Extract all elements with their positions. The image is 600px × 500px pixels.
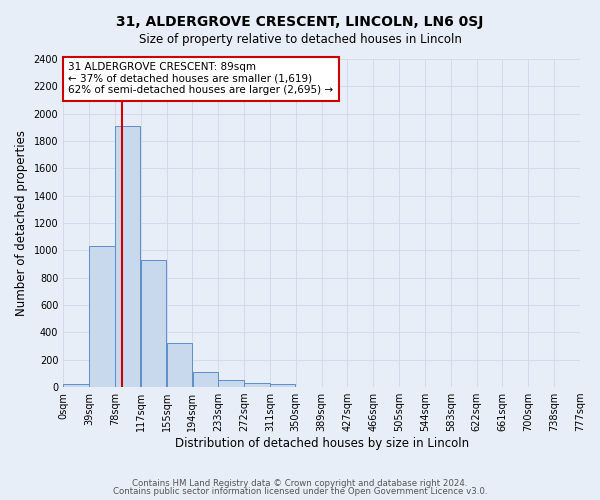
Bar xyxy=(193,372,218,387)
Bar xyxy=(244,383,269,387)
Bar xyxy=(270,384,295,387)
Bar xyxy=(218,380,244,387)
Text: Size of property relative to detached houses in Lincoln: Size of property relative to detached ho… xyxy=(139,32,461,46)
Text: 31 ALDERGROVE CRESCENT: 89sqm
← 37% of detached houses are smaller (1,619)
62% o: 31 ALDERGROVE CRESCENT: 89sqm ← 37% of d… xyxy=(68,62,334,96)
X-axis label: Distribution of detached houses by size in Lincoln: Distribution of detached houses by size … xyxy=(175,437,469,450)
Bar xyxy=(64,384,89,387)
Text: Contains HM Land Registry data © Crown copyright and database right 2024.: Contains HM Land Registry data © Crown c… xyxy=(132,478,468,488)
Bar xyxy=(167,344,192,387)
Bar xyxy=(115,126,140,387)
Bar xyxy=(141,260,166,387)
Y-axis label: Number of detached properties: Number of detached properties xyxy=(15,130,28,316)
Text: Contains public sector information licensed under the Open Government Licence v3: Contains public sector information licen… xyxy=(113,488,487,496)
Bar xyxy=(89,246,115,387)
Text: 31, ALDERGROVE CRESCENT, LINCOLN, LN6 0SJ: 31, ALDERGROVE CRESCENT, LINCOLN, LN6 0S… xyxy=(116,15,484,29)
